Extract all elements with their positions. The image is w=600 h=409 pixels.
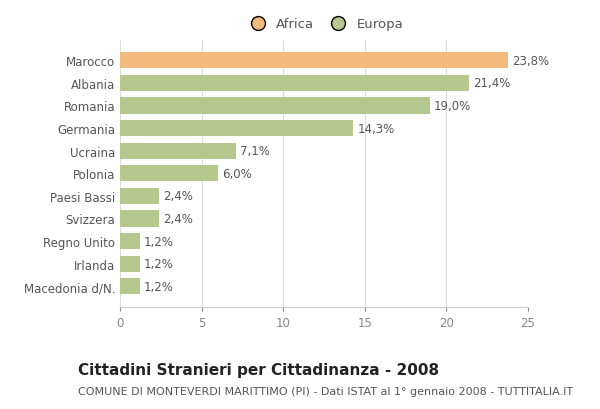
Text: 2,4%: 2,4% — [163, 190, 193, 203]
Text: 23,8%: 23,8% — [512, 55, 550, 67]
Text: 1,2%: 1,2% — [143, 258, 173, 270]
Bar — [120, 143, 236, 160]
Text: 6,0%: 6,0% — [222, 167, 252, 180]
Bar — [120, 121, 353, 137]
Text: 1,2%: 1,2% — [143, 280, 173, 293]
Text: 19,0%: 19,0% — [434, 100, 472, 112]
Text: 14,3%: 14,3% — [358, 122, 395, 135]
Bar — [120, 256, 140, 272]
Text: COMUNE DI MONTEVERDI MARITTIMO (PI) - Dati ISTAT al 1° gennaio 2008 - TUTTITALIA: COMUNE DI MONTEVERDI MARITTIMO (PI) - Da… — [78, 387, 573, 396]
Bar — [120, 53, 508, 69]
Bar — [120, 98, 430, 114]
Bar — [120, 188, 159, 204]
Text: 7,1%: 7,1% — [240, 145, 270, 158]
Bar — [120, 211, 159, 227]
Text: 1,2%: 1,2% — [143, 235, 173, 248]
Legend: Africa, Europa: Africa, Europa — [239, 13, 409, 36]
Bar — [120, 166, 218, 182]
Bar — [120, 76, 469, 92]
Text: Cittadini Stranieri per Cittadinanza - 2008: Cittadini Stranieri per Cittadinanza - 2… — [78, 362, 439, 377]
Bar — [120, 234, 140, 249]
Bar — [120, 279, 140, 294]
Text: 21,4%: 21,4% — [473, 77, 511, 90]
Text: 2,4%: 2,4% — [163, 212, 193, 225]
